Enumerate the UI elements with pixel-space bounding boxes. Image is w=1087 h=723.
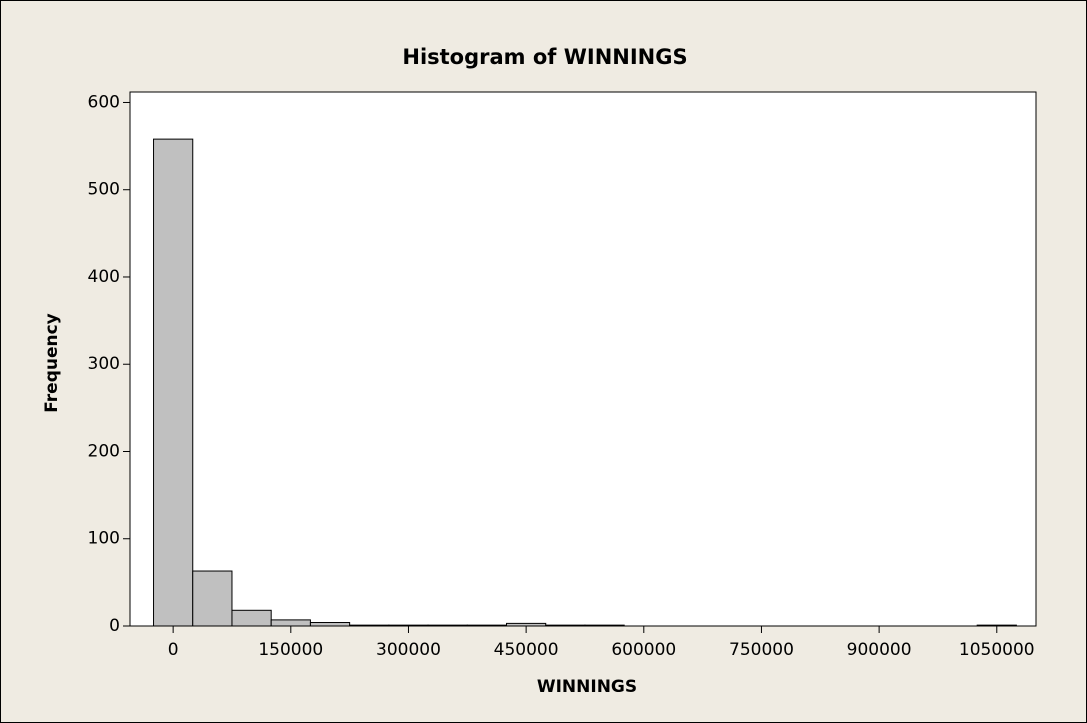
bar	[192, 570, 233, 627]
x-axis-label: WINNINGS	[537, 677, 637, 697]
bar	[427, 624, 468, 627]
bar	[466, 624, 508, 627]
bar	[388, 624, 429, 627]
bar	[584, 624, 625, 627]
y-tick-label: 400	[88, 267, 120, 287]
plot-area	[129, 91, 1037, 627]
x-tick-label: 450000	[494, 640, 559, 660]
bar	[231, 609, 272, 627]
y-tick-label: 200	[88, 441, 120, 461]
x-tick-label: 300000	[376, 640, 441, 660]
x-tick-label: 0	[168, 640, 179, 660]
y-tick-label: 600	[88, 92, 120, 112]
chart-title: Histogram of WINNINGS	[402, 45, 687, 69]
y-axis-label: Frequency	[42, 313, 62, 413]
x-tick-label: 150000	[258, 640, 323, 660]
bar	[506, 622, 547, 627]
x-tick-label: 600000	[611, 640, 676, 660]
bar	[976, 624, 1017, 627]
bar	[545, 624, 586, 627]
y-tick-label: 0	[109, 616, 120, 636]
y-tick-label: 300	[88, 354, 120, 374]
x-tick-label: 1050000	[959, 640, 1035, 660]
bar	[153, 138, 194, 627]
y-tick-label: 500	[88, 180, 120, 200]
y-tick-label: 100	[88, 529, 120, 549]
bar	[349, 624, 390, 627]
x-tick-label: 750000	[729, 640, 794, 660]
bar	[270, 619, 311, 627]
x-tick-label: 900000	[847, 640, 912, 660]
bar	[309, 622, 351, 627]
